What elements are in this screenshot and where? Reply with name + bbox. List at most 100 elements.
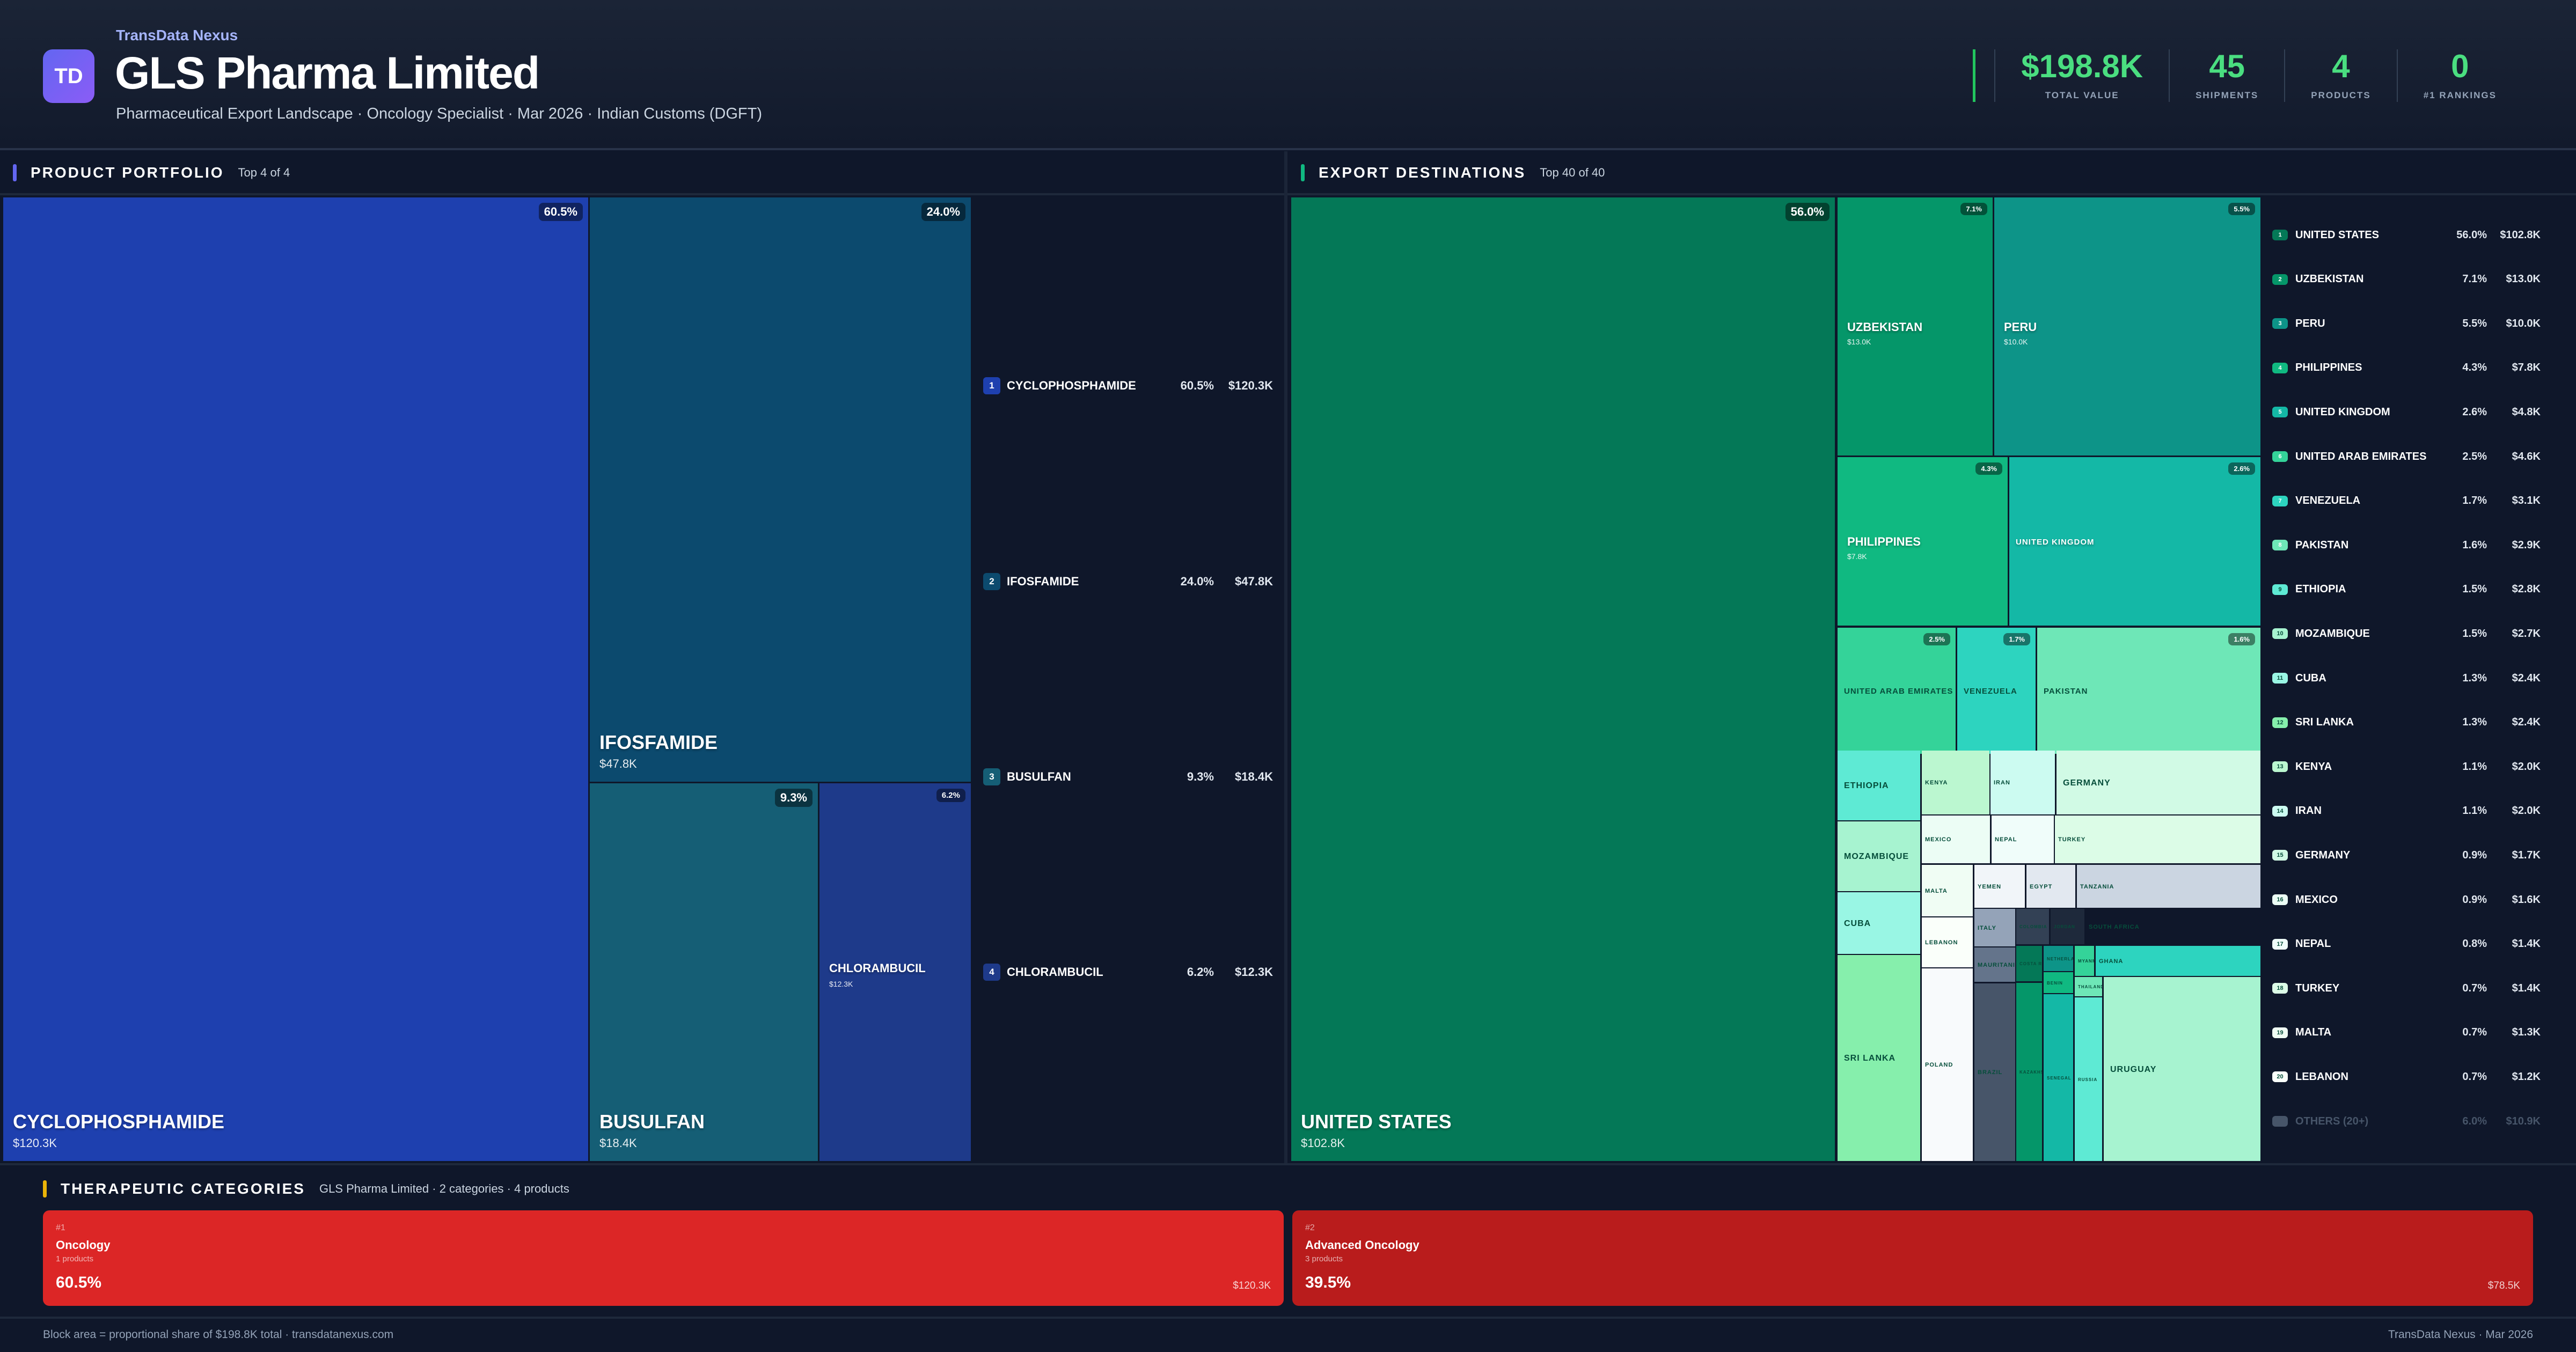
legend-item[interactable]: 12 SRI LANKA 1.3% $2.4K xyxy=(2272,715,2541,730)
treemap-cell-senegal[interactable]: SENEGAL xyxy=(2044,994,2073,1161)
treemap-cell-kazakhstan[interactable]: KAZAKHSTAN xyxy=(2016,983,2042,1161)
legend-item[interactable]: 19 MALTA 0.7% $1.3K xyxy=(2272,1025,2541,1040)
treemap-cell-south-africa[interactable]: SOUTH AFRICA xyxy=(2085,909,2260,944)
treemap-cell-egypt[interactable]: EGYPT xyxy=(2026,865,2075,908)
treemap-cell-ifosfamide[interactable]: IFOSFAMIDE $47.8K 24.0% xyxy=(590,197,971,782)
treemap-cell-benin[interactable]: BENIN xyxy=(2044,972,2073,993)
country-value: $2.7K xyxy=(2512,627,2541,640)
cell-name: TANZANIA xyxy=(2080,883,2114,890)
product-list-item[interactable]: 2 IFOSFAMIDE 24.0% $47.8K xyxy=(983,572,1273,591)
treemap-cell-sri-lanka[interactable]: SRI LANKA xyxy=(1838,955,1920,1161)
treemap-cell-italy[interactable]: ITALY xyxy=(1974,909,2015,946)
rank-badge: 4 xyxy=(2272,362,2288,373)
legend-item[interactable]: 7 VENEZUELA 1.7% $3.1K xyxy=(2272,494,2541,509)
country-pct: 4.3% xyxy=(2462,362,2487,374)
cell-name: EGYPT xyxy=(2030,883,2053,890)
treemap-cell-brazil[interactable]: BRAZIL xyxy=(1974,983,2015,1161)
legend-item[interactable]: 3 PERU 5.5% $10.0K xyxy=(2272,316,2541,331)
cell-pct-badge: 24.0% xyxy=(921,203,965,221)
category-card-advanced-oncology[interactable]: #2 Advanced Oncology 3 products 39.5% $7… xyxy=(1292,1210,2533,1306)
legend-item[interactable]: 11 CUBA 1.3% $2.4K xyxy=(2272,671,2541,686)
country-pct: 2.6% xyxy=(2462,406,2487,418)
treemap-cell-united-arab-emirates[interactable]: UNITED ARAB EMIRATES 2.5% xyxy=(1838,628,1956,754)
treemap-cell-ghana[interactable]: GHANA xyxy=(2096,946,2260,976)
treemap-cell-iran[interactable]: IRAN xyxy=(1990,751,2055,814)
treemap-cell-malta[interactable]: MALTA xyxy=(1922,865,1973,916)
treemap-cell-uzbekistan[interactable]: UZBEKISTAN $13.0K 7.1% xyxy=(1838,197,1993,455)
treemap-cell-kenya[interactable]: KENYA xyxy=(1922,751,1989,814)
legend-item[interactable]: 1 UNITED STATES 56.0% $102.8K xyxy=(2272,227,2541,243)
treemap-cell-mexico[interactable]: MEXICO xyxy=(1922,815,1990,863)
stat-value: 45 xyxy=(2209,48,2245,84)
cell-name: YEMEN xyxy=(1978,883,2002,890)
treemap-cell-united-kingdom[interactable]: UNITED KINGDOM 2.6% xyxy=(2009,457,2260,626)
cell-name: CHLORAMBUCIL xyxy=(829,961,926,975)
treemap-cell-ethiopia[interactable]: ETHIOPIA xyxy=(1838,751,1920,820)
category-card-oncology[interactable]: #1 Oncology 1 products 60.5% $120.3K xyxy=(43,1210,1284,1306)
treemap-cell-chlorambucil[interactable]: CHLORAMBUCIL $12.3K 6.2% xyxy=(819,783,971,1161)
legend-item[interactable]: 16 MEXICO 0.9% $1.6K xyxy=(2272,892,2541,907)
footer-credit: TransData Nexus · Mar 2026 xyxy=(2388,1328,2533,1341)
country-name: OTHERS (20+) xyxy=(2295,1115,2369,1127)
treemap-cell-poland[interactable]: POLAND xyxy=(1922,968,1973,1161)
category-name: Oncology xyxy=(56,1238,111,1252)
legend-item-others[interactable]: OTHERS (20+) 6.0% $10.9K xyxy=(2272,1114,2541,1129)
country-pct: 6.0% xyxy=(2462,1115,2487,1127)
treemap-cell-pakistan[interactable]: PAKISTAN 1.6% xyxy=(2037,628,2260,754)
treemap-cell-busulfan[interactable]: BUSULFAN $18.4K 9.3% xyxy=(590,783,818,1161)
treemap-cell-mozambique[interactable]: MOZAMBIQUE xyxy=(1838,821,1920,891)
treemap-cell-colombia[interactable]: COLOMBIA xyxy=(2016,909,2049,944)
legend-item[interactable]: 15 GERMANY 0.9% $1.7K xyxy=(2272,848,2541,863)
legend-item[interactable]: 9 ETHIOPIA 1.5% $2.8K xyxy=(2272,582,2541,597)
legend-item[interactable]: 5 UNITED KINGDOM 2.6% $4.8K xyxy=(2272,405,2541,420)
treemap-cell-germany[interactable]: GERMANY xyxy=(2057,751,2260,814)
treemap-cell-jordan[interactable]: JORDAN xyxy=(2051,909,2084,944)
treemap-cell-costa-rica[interactable]: COSTA RICA xyxy=(2016,946,2042,981)
divider xyxy=(1284,151,1287,1165)
rank-badge: 8 xyxy=(2272,540,2288,551)
rank-badge: 18 xyxy=(2272,983,2288,994)
treemap-cell-peru[interactable]: PERU $10.0K 5.5% xyxy=(1994,197,2260,455)
treemap-cell-thailand[interactable]: THAILAND xyxy=(2075,977,2102,996)
legend-item[interactable]: 4 PHILIPPINES 4.3% $7.8K xyxy=(2272,361,2541,376)
legend-item[interactable]: 8 PAKISTAN 1.6% $2.9K xyxy=(2272,538,2541,553)
treemap-cell-russia[interactable]: RUSSIA xyxy=(2075,997,2102,1161)
country-value: $10.9K xyxy=(2506,1115,2541,1127)
treemap-cell-nepal[interactable]: NEPAL xyxy=(1992,815,2054,863)
product-name: BUSULFAN xyxy=(1007,770,1071,783)
category-name: Advanced Oncology xyxy=(1305,1238,1419,1252)
treemap-cell-myanmar[interactable]: MYANMAR xyxy=(2075,946,2094,976)
treemap-cell-uruguay[interactable]: URUGUAY xyxy=(2104,977,2260,1161)
legend-item[interactable]: 6 UNITED ARAB EMIRATES 2.5% $4.6K xyxy=(2272,449,2541,464)
country-pct: 1.7% xyxy=(2462,495,2487,507)
country-value: $2.4K xyxy=(2512,672,2541,684)
legend-item[interactable]: 2 UZBEKISTAN 7.1% $13.0K xyxy=(2272,272,2541,287)
treemap-cell-philippines[interactable]: PHILIPPINES $7.8K 4.3% xyxy=(1838,457,2008,626)
cell-name: MEXICO xyxy=(1925,836,1952,843)
legend-item[interactable]: 10 MOZAMBIQUE 1.5% $2.7K xyxy=(2272,626,2541,641)
section-title: THERAPEUTIC CATEGORIES xyxy=(61,1180,305,1197)
treemap-cell-united-states[interactable]: UNITED STATES $102.8K 56.0% xyxy=(1291,197,1835,1161)
legend-item[interactable]: 18 TURKEY 0.7% $1.4K xyxy=(2272,981,2541,996)
product-list-item[interactable]: 3 BUSULFAN 9.3% $18.4K xyxy=(983,767,1273,787)
footer-note: Block area = proportional share of $198.… xyxy=(43,1328,394,1341)
treemap-cell-venezuela[interactable]: VENEZUELA 1.7% xyxy=(1957,628,2036,754)
cell-pct-badge: 1.6% xyxy=(2228,633,2255,645)
legend-item[interactable]: 17 NEPAL 0.8% $1.4K xyxy=(2272,937,2541,952)
cell-name: MOZAMBIQUE xyxy=(1844,852,1909,861)
treemap-cell-turkey[interactable]: TURKEY xyxy=(2055,815,2260,863)
product-list-item[interactable]: 1 CYCLOPHOSPHAMIDE 60.5% $120.3K xyxy=(983,376,1273,395)
treemap-cell-netherlands[interactable]: NETHERLANDS xyxy=(2044,946,2073,971)
product-list-item[interactable]: 4 CHLORAMBUCIL 6.2% $12.3K xyxy=(983,962,1273,982)
legend-item[interactable]: 20 LEBANON 0.7% $1.2K xyxy=(2272,1069,2541,1084)
treemap-cell-cyclophosphamide[interactable]: CYCLOPHOSPHAMIDE $120.3K 60.5% xyxy=(3,197,588,1161)
legend-item[interactable]: 14 IRAN 1.1% $2.0K xyxy=(2272,804,2541,819)
treemap-cell-yemen[interactable]: YEMEN xyxy=(1974,865,2025,908)
category-rank: #2 xyxy=(1305,1223,1315,1232)
treemap-cell-lebanon[interactable]: LEBANON xyxy=(1922,917,1973,967)
treemap-cell-mauritania[interactable]: MAURITANIA xyxy=(1974,947,2015,982)
treemap-cell-tanzania[interactable]: TANZANIA xyxy=(2077,865,2260,908)
legend-item[interactable]: 13 KENYA 1.1% $2.0K xyxy=(2272,759,2541,774)
rank-badge xyxy=(2272,1116,2288,1127)
treemap-cell-cuba[interactable]: CUBA xyxy=(1838,892,1920,954)
